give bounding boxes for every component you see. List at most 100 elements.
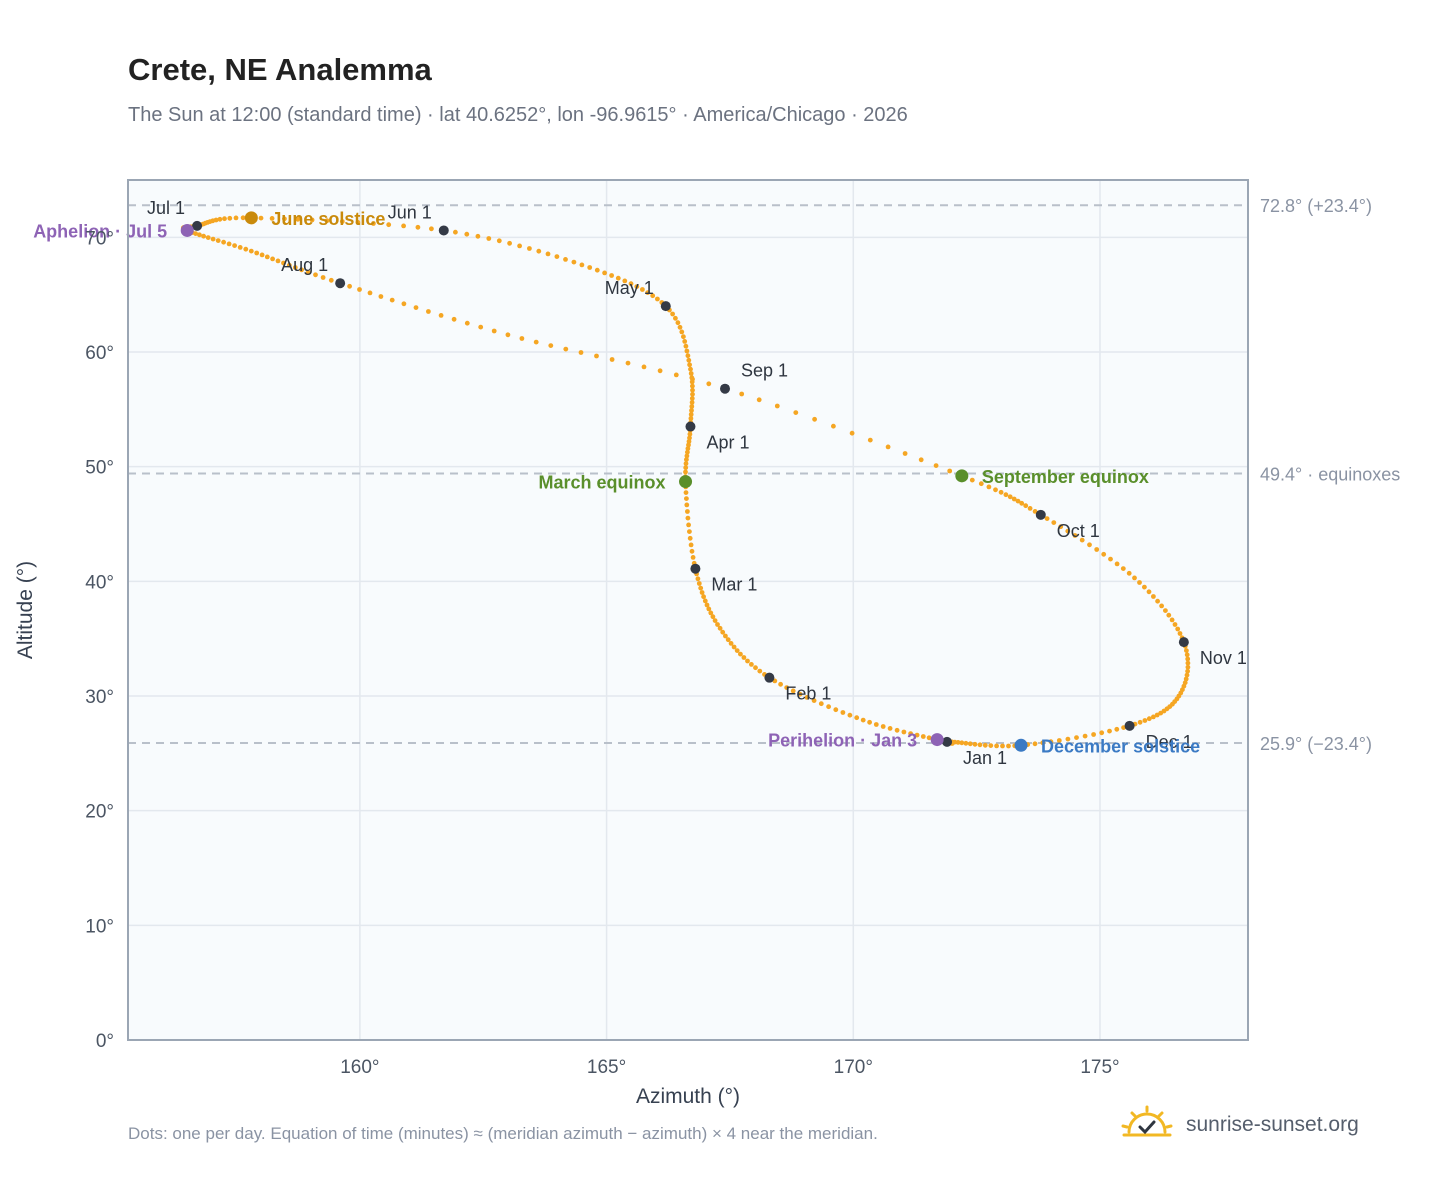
day-dot [1154, 712, 1160, 718]
y-tick-label: 20° [85, 802, 114, 823]
day-dot [1114, 726, 1120, 732]
x-tick-label: 170° [834, 1057, 873, 1078]
day-dot [1142, 584, 1147, 590]
day-dot [645, 290, 651, 295]
event-marker [244, 211, 258, 225]
day-dot [749, 662, 754, 667]
day-dot [527, 246, 532, 251]
day-dot [963, 740, 969, 746]
month-label: Mar 1 [711, 575, 757, 595]
day-dot [415, 224, 421, 230]
day-dot [1166, 612, 1172, 618]
day-dot [731, 644, 737, 650]
day-dot [347, 283, 352, 289]
day-dot [545, 251, 551, 257]
day-dot [401, 301, 407, 307]
y-tick-label: 30° [85, 687, 114, 708]
day-dot [275, 258, 281, 264]
day-dot [675, 320, 681, 326]
day-dot [712, 618, 718, 623]
day-dot [797, 691, 803, 697]
month-label: Dec 1 [1146, 732, 1193, 752]
day-dot [741, 655, 747, 660]
chart-title: Crete, NE Analemma [128, 52, 432, 87]
day-dot [685, 446, 691, 451]
reference-line-label: 72.8° (+23.4°) [1260, 196, 1372, 216]
day-dot [505, 332, 511, 338]
day-dot [1074, 735, 1079, 740]
day-dot [453, 229, 458, 235]
day-dot [1051, 520, 1057, 525]
day-dot [401, 223, 406, 229]
day-dot [687, 535, 693, 541]
day-dot [720, 629, 726, 635]
day-dot [1137, 719, 1143, 725]
day-dot [702, 598, 708, 604]
day-dot [1163, 608, 1168, 613]
month-label: Oct 1 [1057, 521, 1100, 541]
day-dot [887, 726, 893, 731]
day-dot [826, 704, 831, 710]
month-marker [942, 736, 953, 747]
day-dot [579, 262, 585, 268]
event-marker [1014, 738, 1028, 752]
event-marker [180, 223, 194, 237]
day-dot [1091, 732, 1096, 737]
day-dot [305, 269, 311, 275]
day-dot [818, 701, 824, 707]
day-dot [609, 273, 614, 278]
day-dot [704, 602, 710, 608]
day-dot [685, 515, 691, 521]
brand[interactable]: sunrise-sunset.org [1120, 1100, 1359, 1150]
day-dot [594, 267, 600, 273]
brand-name: sunrise-sunset.org [1186, 1113, 1359, 1136]
day-dot [571, 259, 577, 265]
grid-lines [128, 180, 1248, 1040]
day-dot [464, 320, 470, 326]
day-dot [378, 294, 384, 299]
day-dot [708, 610, 714, 616]
day-dot [683, 469, 688, 475]
day-dot [967, 741, 973, 747]
day-dot [1114, 561, 1120, 567]
day-dot [328, 277, 334, 283]
day-dot [628, 281, 634, 287]
day-dot [688, 542, 694, 548]
day-dot [706, 606, 712, 612]
month-label: Aug 1 [281, 255, 328, 275]
month-marker [660, 301, 671, 312]
day-dot [299, 267, 304, 273]
day-dot [1155, 598, 1160, 604]
chart-subtitle: The Sun at 12:00 (standard time) · lat 4… [128, 104, 908, 126]
day-dot [1132, 575, 1137, 581]
day-dot [1079, 537, 1085, 543]
day-dot [690, 555, 696, 560]
day-dot [840, 710, 846, 715]
day-dot [715, 622, 720, 627]
month-label: Sep 1 [741, 361, 788, 381]
day-dot [689, 396, 695, 401]
day-dot [690, 376, 695, 382]
reference-lines: 72.8° (+23.4°) 49.4° · equinoxes 25.9° (−2… [128, 196, 1400, 754]
day-dot [933, 463, 939, 468]
y-tick-label: 10° [85, 916, 114, 937]
day-dot [655, 296, 660, 302]
day-dot [1003, 492, 1009, 498]
day-dot [1099, 730, 1105, 736]
day-dot [1023, 503, 1029, 509]
day-dot [793, 410, 799, 415]
sun-logo-icon [1121, 1105, 1173, 1137]
day-dot [1185, 656, 1191, 662]
day-dot [885, 444, 891, 450]
day-dot [615, 275, 621, 281]
y-tick-label: 0° [96, 1031, 114, 1052]
day-dot [264, 254, 270, 260]
day-dot [690, 391, 695, 397]
day-dot [698, 585, 704, 591]
day-dot [717, 625, 723, 631]
day-dot [237, 245, 243, 250]
day-dot [1065, 528, 1071, 534]
day-dot [1044, 516, 1050, 521]
day-dot [193, 231, 199, 237]
day-dot [1015, 498, 1021, 504]
